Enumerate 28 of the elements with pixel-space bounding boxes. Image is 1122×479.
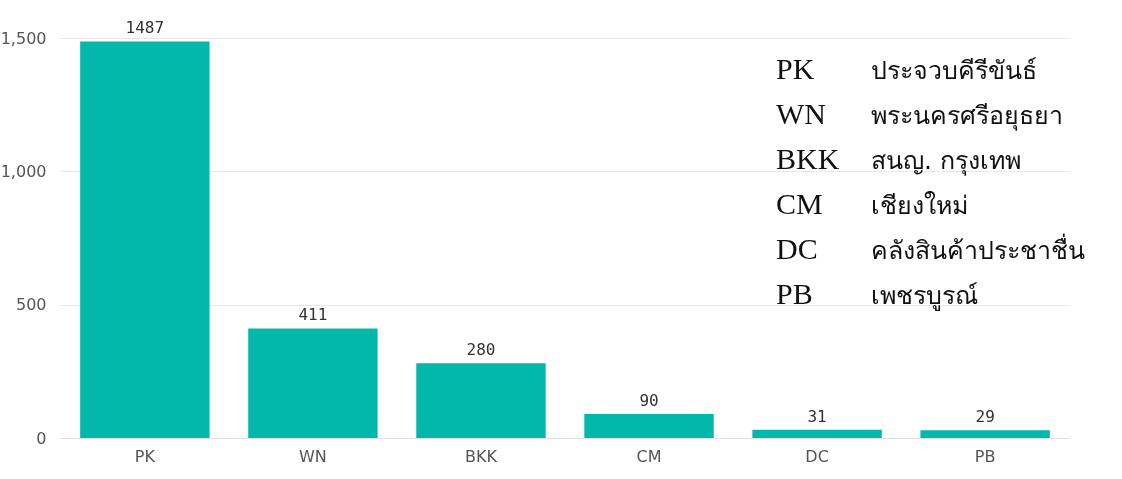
text: CM เชียงใหม่ (776, 187, 968, 220)
data-label: 29 (975, 407, 995, 427)
bar (80, 41, 210, 438)
data-label: 1487 (125, 18, 165, 38)
x-tick-label: PK (134, 446, 156, 466)
text: PB เพชรบูรณ์ (776, 277, 978, 310)
y-tick-label: 1,500 (0, 28, 47, 48)
x-tick-label: CM (636, 446, 662, 466)
annotation: BKK สนญ. กรุงเทพ (776, 141, 1021, 178)
data-label: 411 (298, 305, 328, 325)
y-tick-label: 500 (15, 295, 47, 315)
text: WN พระนครศรีอยุธยา (776, 97, 1063, 130)
x-tick-label: BKK (464, 446, 498, 466)
data-label: 31 (807, 406, 827, 426)
data-label: 90 (639, 391, 659, 410)
x-tick-label: PB (974, 446, 996, 466)
bar (584, 414, 714, 438)
bar (752, 429, 882, 438)
x-tick-label: DC (805, 446, 829, 466)
x-tick-label: WN (299, 446, 327, 466)
bar (416, 363, 546, 438)
y-tick-label: 0 (36, 428, 47, 448)
bar (248, 328, 378, 438)
bar (920, 430, 1050, 438)
text: DC คลังสินค้าประชาชื่น (776, 232, 1085, 265)
y-tick-label: 1,000 (0, 161, 47, 181)
text: PK ประจวบคีรีขันธ์ (776, 52, 1037, 85)
data-label: 280 (466, 340, 496, 360)
